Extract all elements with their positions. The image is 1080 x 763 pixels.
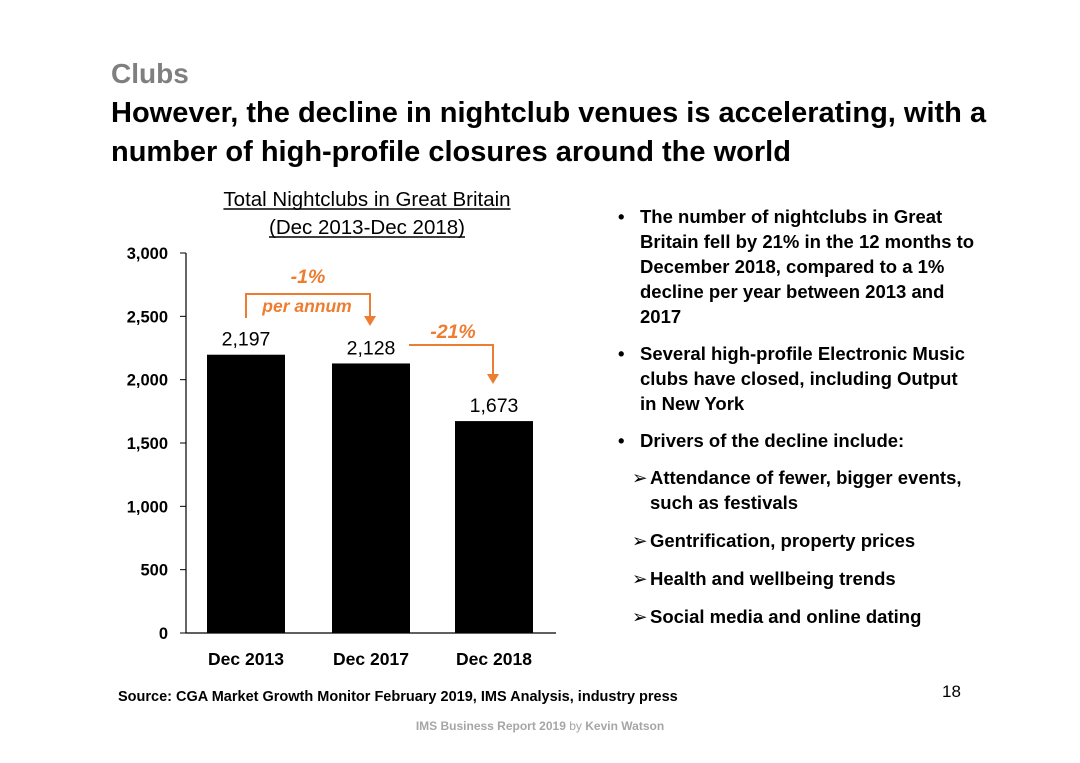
arrow-bullet-icon: ➢ [632, 467, 648, 488]
y-tick-label: 2,000 [127, 372, 168, 390]
data-label: 2,128 [347, 337, 396, 359]
bullet-item: • Drivers of the decline include: [618, 428, 978, 453]
bracket-arrow-1 [245, 293, 371, 318]
footer-author: Kevin Watson [585, 719, 665, 733]
bar-dec-2018 [455, 421, 533, 633]
x-category-label: Dec 2018 [456, 649, 532, 669]
dot-bullet-icon: • [618, 343, 625, 364]
bracket-arrow-2 [409, 344, 494, 376]
y-tick-label: 1,000 [127, 498, 168, 516]
y-tick-label: 500 [140, 562, 168, 580]
footer-title: IMS Business Report 2019 [415, 719, 566, 733]
annotation-sublabel: per annum [261, 296, 351, 316]
bar-dec-2017 [332, 363, 410, 633]
data-label: 2,197 [222, 329, 271, 351]
page-number: 18 [942, 682, 961, 701]
bullet-text: Social media and online dating [650, 606, 922, 627]
sub-bullet-item: ➢ Social media and online dating [632, 604, 978, 629]
bullet-item: • Several high-profile Electronic Music c… [618, 341, 978, 416]
bullet-item: • The number of nightclubs in Great Brita… [618, 204, 978, 329]
y-tick-label: 3,000 [127, 245, 168, 263]
arrow-bullet-icon: ➢ [632, 568, 648, 589]
footer-by: by [569, 719, 582, 733]
arrow-head-icon [487, 374, 499, 384]
annotation-label: -21% [430, 321, 476, 343]
footer-credit: IMS Business Report 2019 by Kevin Watson [0, 719, 1080, 733]
x-category-label: Dec 2013 [208, 649, 284, 669]
bullet-text: Several high-profile Electronic Music cl… [640, 343, 965, 414]
section-title: Clubs [111, 58, 189, 89]
y-tick-label: 1,500 [127, 435, 168, 453]
bullet-text: The number of nightclubs in Great Britai… [640, 206, 975, 327]
bullet-text: Health and wellbeing trends [650, 568, 896, 589]
bullet-text: Gentrification, property prices [650, 530, 916, 551]
sub-bullet-item: ➢ Gentrification, property prices [632, 528, 978, 553]
chart-subtitle: (Dec 2013-Dec 2018) [269, 216, 465, 239]
arrow-head-icon [364, 316, 376, 326]
nightclubs-bar-chart: Total Nightclubs in Great Britain (Dec 20… [127, 188, 556, 669]
y-tick-label: 0 [159, 625, 168, 643]
dot-bullet-icon: • [618, 206, 625, 227]
bullet-text: Attendance of fewer, bigger events, such… [650, 467, 962, 513]
x-category-label: Dec 2017 [333, 649, 409, 669]
bullet-list: • The number of nightclubs in Great Brita… [618, 204, 978, 642]
annotation-label: -1% [291, 266, 326, 288]
chart-title: Total Nightclubs in Great Britain [223, 188, 510, 211]
bullet-text: Drivers of the decline include: [640, 430, 905, 451]
data-label: 1,673 [470, 395, 519, 417]
y-tick-label: 2,500 [127, 308, 168, 326]
bar-dec-2013 [207, 354, 285, 633]
slide-headline: However, the decline in nightclub venues… [111, 97, 987, 168]
sub-bullet-item: ➢ Health and wellbeing trends [632, 566, 978, 591]
arrow-bullet-icon: ➢ [632, 530, 648, 551]
arrow-bullet-icon: ➢ [632, 606, 648, 627]
annotation-sublabel-bg [249, 296, 365, 316]
sub-bullet-item: ➢ Attendance of fewer, bigger events, suc… [632, 465, 978, 515]
dot-bullet-icon: • [618, 430, 625, 451]
source-note: Source: CGA Market Growth Monitor Februa… [118, 689, 678, 705]
